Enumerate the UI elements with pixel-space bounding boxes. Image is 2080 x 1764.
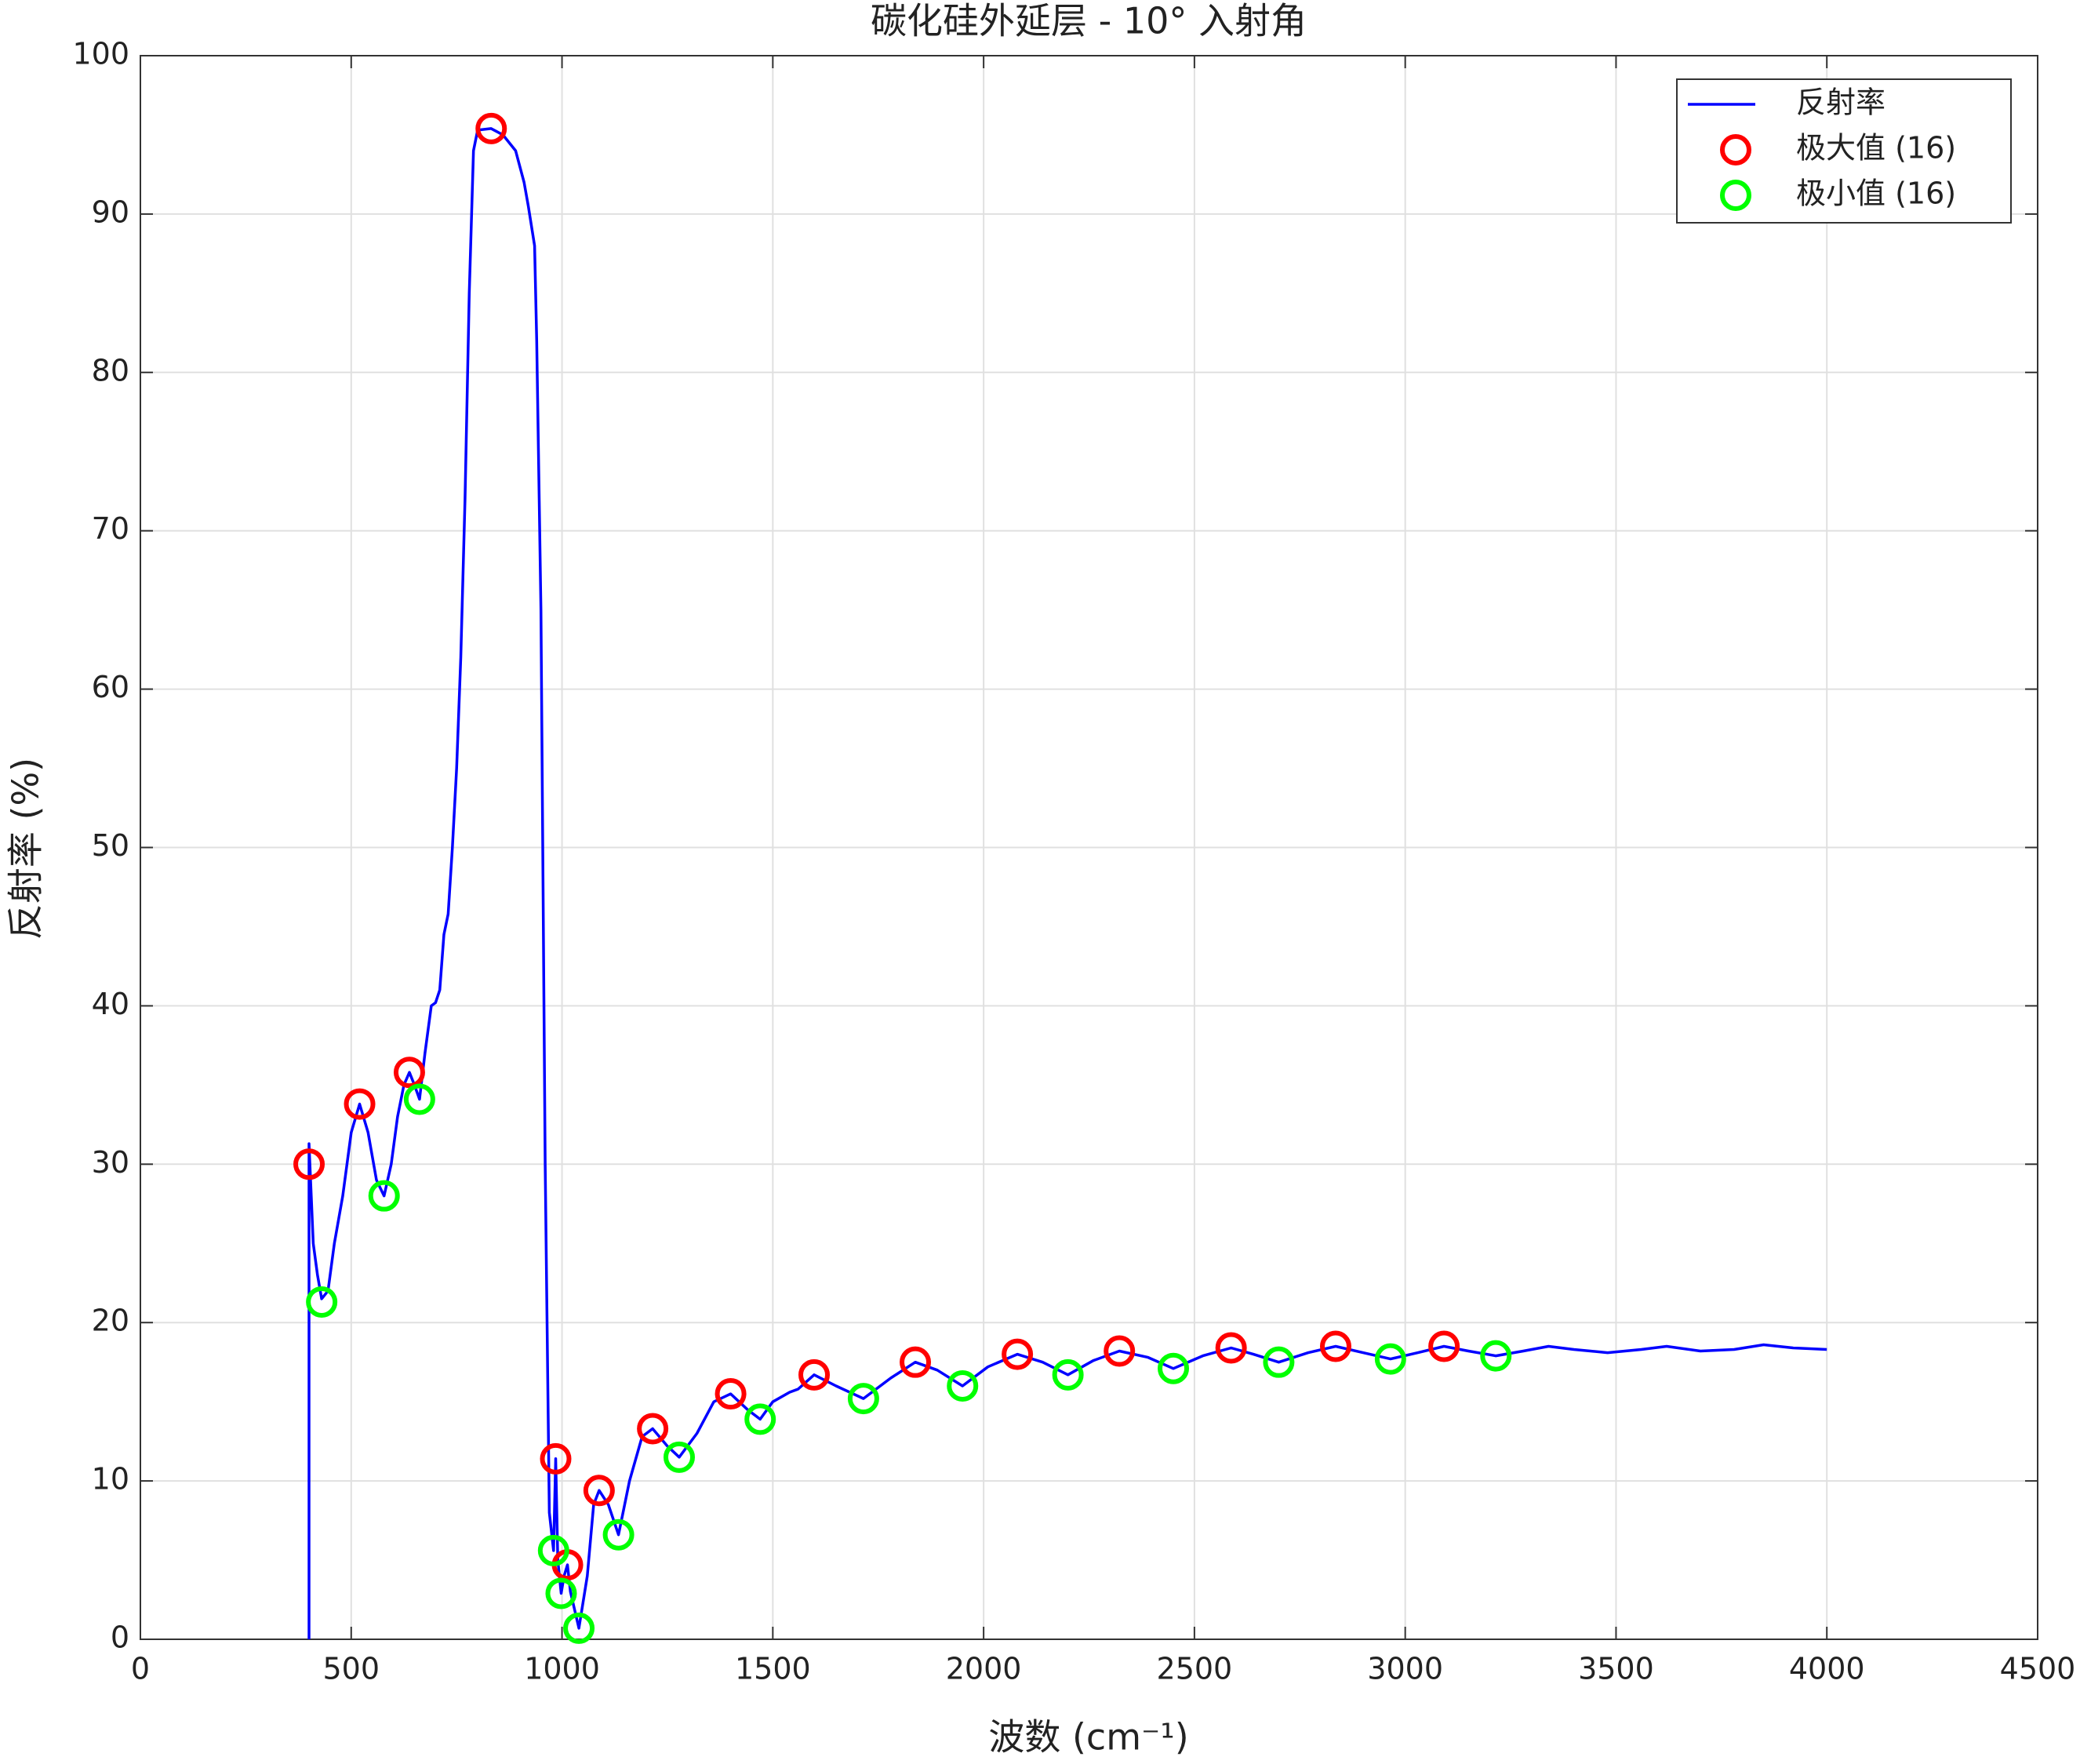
extremum-marker (798, 1358, 831, 1391)
extremum-marker (637, 1413, 669, 1445)
extremum-marker (1319, 1330, 1351, 1362)
chart-title: 碳化硅外延层 - 10° 入射角 (871, 0, 1307, 42)
y-tick-label: 100 (72, 37, 129, 71)
extremum-marker (947, 1369, 979, 1402)
extremum-marker (475, 112, 507, 144)
extremum-marker (1263, 1346, 1295, 1378)
extremum-marker (1374, 1343, 1406, 1375)
y-tick-label: 40 (92, 987, 129, 1021)
extremum-marker (744, 1403, 776, 1435)
x-tick-label: 3000 (1367, 1652, 1443, 1686)
extremum-marker (403, 1083, 435, 1115)
y-tick-label: 60 (92, 670, 129, 704)
extremum-marker (1158, 1352, 1190, 1384)
legend-marker (1720, 134, 1751, 165)
legend-marker (1720, 180, 1751, 211)
extremum-marker (545, 1577, 577, 1609)
extremum-marker (715, 1378, 747, 1410)
extremum-marker (602, 1518, 635, 1551)
legend-label: 反射率 (1796, 85, 1885, 120)
x-tick-label: 500 (323, 1652, 380, 1686)
y-tick-label: 0 (111, 1620, 129, 1655)
x-tick-label: 2000 (946, 1652, 1022, 1686)
y-tick-label: 70 (92, 511, 129, 546)
x-tick-label: 2500 (1157, 1652, 1233, 1686)
extremum-marker (540, 1442, 572, 1475)
y-tick-label: 80 (92, 353, 129, 387)
extremum-marker (1428, 1330, 1460, 1362)
extremum-marker (306, 1286, 338, 1318)
extremum-marker (1052, 1358, 1084, 1391)
extremum-marker (368, 1180, 400, 1212)
x-tick-label: 1000 (524, 1652, 600, 1686)
extremum-marker (393, 1057, 425, 1089)
plot-frame (140, 55, 2038, 1640)
extremum-marker (583, 1475, 615, 1507)
x-tick-label: 4500 (2000, 1652, 2076, 1686)
y-tick-label: 50 (92, 828, 129, 863)
extremum-marker (1002, 1338, 1034, 1370)
legend-label: 极小值 (16) (1796, 176, 1956, 211)
y-axis-label: 反射率 (%) (5, 758, 47, 940)
y-tick-label: 10 (92, 1462, 129, 1497)
y-tick-label: 20 (92, 1304, 129, 1338)
extremum-marker (663, 1441, 695, 1473)
extremum-marker (344, 1088, 376, 1120)
extremum-marker (537, 1534, 569, 1566)
extremum-marker (847, 1383, 879, 1415)
extremum-marker (900, 1346, 932, 1378)
extremum-marker (1215, 1332, 1247, 1364)
extremum-marker (293, 1148, 325, 1180)
legend-label: 极大值 (16) (1796, 131, 1956, 165)
extremum-marker (1104, 1335, 1136, 1367)
y-tick-label: 90 (92, 195, 129, 229)
x-tick-label: 0 (131, 1652, 150, 1686)
x-tick-label: 1500 (735, 1652, 811, 1686)
x-tick-label: 4000 (1789, 1652, 1865, 1686)
extremum-marker (1480, 1340, 1512, 1372)
x-axis-label: 波数 (cm⁻¹) (988, 1716, 1188, 1759)
y-tick-label: 30 (92, 1145, 129, 1180)
x-tick-label: 3500 (1578, 1652, 1654, 1686)
extremum-marker (563, 1612, 595, 1644)
